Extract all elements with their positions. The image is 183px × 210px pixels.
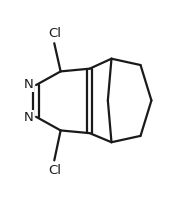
Text: Cl: Cl — [48, 27, 61, 40]
Text: N: N — [24, 111, 33, 124]
Text: Cl: Cl — [48, 164, 61, 177]
Text: N: N — [24, 78, 33, 91]
